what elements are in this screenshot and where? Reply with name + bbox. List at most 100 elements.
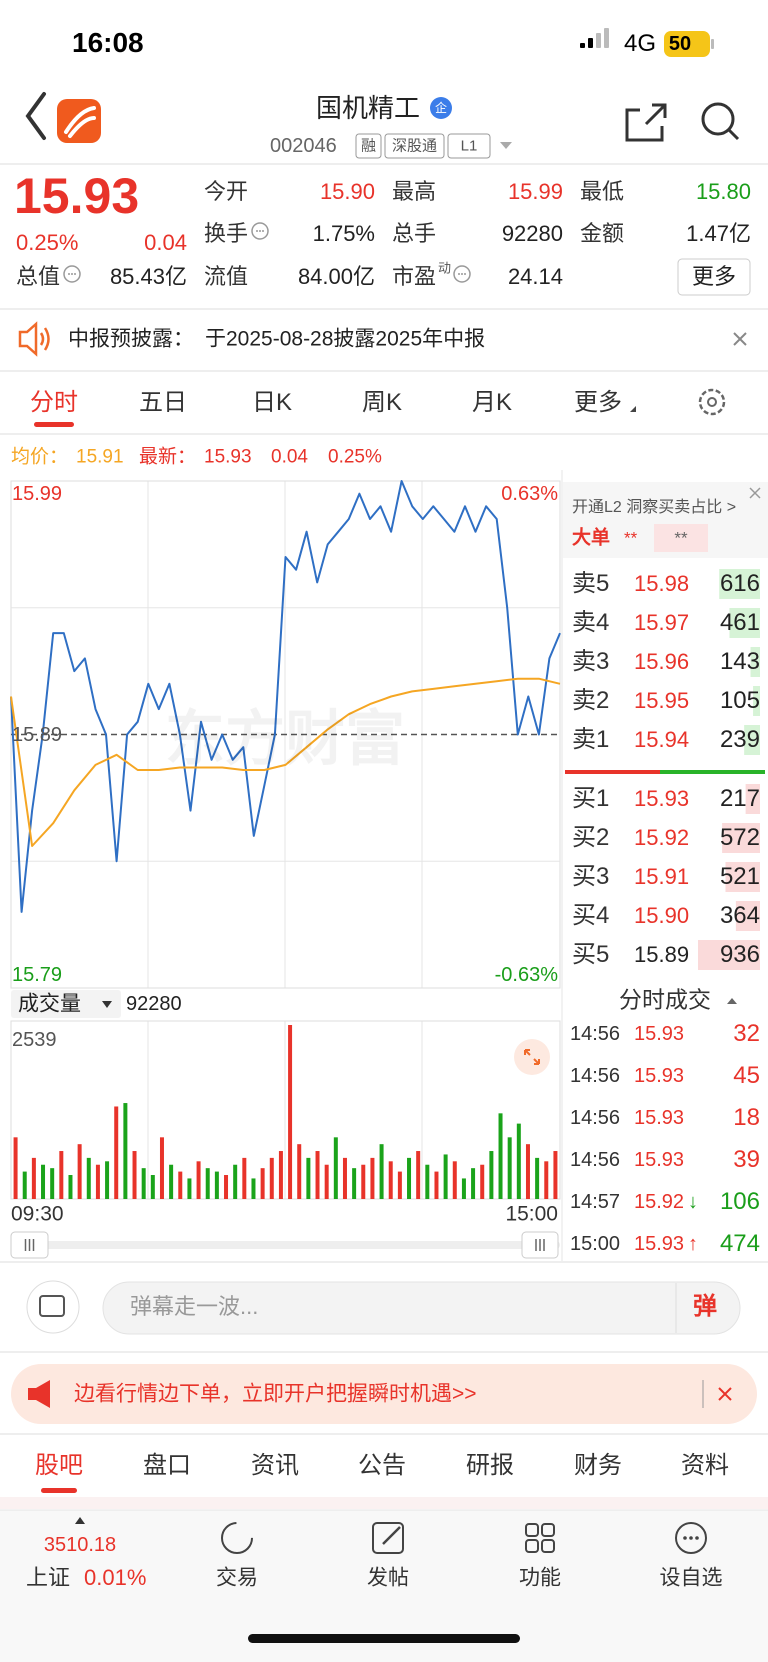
ad-text[interactable]: 边看行情边下单，立即开户把握瞬时机遇>> (74, 1382, 477, 1406)
book-level: 买3 (572, 863, 610, 890)
volume-bar (233, 1164, 238, 1199)
field-label: 总手 (392, 221, 437, 246)
volume-bar (416, 1151, 421, 1199)
book-price: 15.90 (634, 903, 690, 928)
last-change-pct: 0.25% (328, 446, 382, 468)
more-button[interactable] (677, 258, 751, 296)
watermark: 东方财富 (165, 705, 405, 773)
section-tab[interactable]: 盘口 (143, 1452, 191, 1479)
chart-tab[interactable]: 分时 (30, 389, 78, 416)
field-value: 15.99 (507, 179, 563, 204)
trade-price: 15.92 (634, 1191, 685, 1213)
chart-tab[interactable]: 更多 (574, 389, 622, 416)
book-level: 买2 (572, 824, 610, 851)
section-tab[interactable]: 财务 (574, 1452, 622, 1479)
more-button-label[interactable]: 更多 (691, 264, 737, 289)
big-order-value: ** (624, 528, 638, 548)
trade-price: 15.93 (634, 1065, 685, 1087)
volume-bar (342, 1157, 347, 1199)
notice-close[interactable] (733, 332, 747, 346)
tag-box (447, 133, 491, 159)
comment-input[interactable] (102, 1281, 741, 1335)
danmaku-button[interactable]: 弹 (693, 1293, 717, 1320)
back-button[interactable] (25, 92, 46, 140)
trade-price: 15.93 (634, 1149, 685, 1171)
chart-tab[interactable]: 五日 (139, 389, 187, 416)
volume-dropdown (102, 1001, 112, 1008)
l2-promo[interactable]: 开通L2 洞察买卖占比 > (572, 499, 737, 516)
expand-button[interactable] (514, 1039, 550, 1075)
nav-item[interactable]: 功能 (519, 1566, 561, 1590)
chart-tab[interactable]: 月K (471, 389, 513, 416)
depth-bar (750, 647, 760, 677)
volume-bar (187, 1178, 192, 1199)
field-label: 换手 (204, 221, 249, 246)
info-dot (71, 273, 73, 275)
chart-tab[interactable]: 日K (251, 389, 293, 416)
section-tab[interactable]: 公告 (358, 1452, 406, 1479)
chart-tab[interactable]: 周K (361, 389, 403, 416)
settings-icon[interactable] (698, 388, 726, 416)
nav-icon (525, 1539, 539, 1553)
speaker-icon (18, 321, 50, 357)
nav-icon-dot (683, 1536, 687, 1540)
volume-bar (278, 1151, 283, 1199)
ad-close[interactable] (718, 1387, 732, 1401)
comment-icon-button[interactable] (26, 1280, 80, 1334)
info-icon (251, 222, 269, 240)
info-dot (461, 273, 463, 275)
volume-bar (31, 1157, 36, 1199)
volume-bar (242, 1157, 247, 1199)
volume-bar (407, 1157, 412, 1199)
volume-bar (68, 1175, 73, 1199)
volume-bar (461, 1178, 466, 1199)
trade-price: 15.93 (634, 1233, 685, 1255)
nav-item[interactable]: 发帖 (367, 1566, 409, 1590)
search-handle (727, 128, 740, 141)
trade-time: 14:56 (570, 1065, 621, 1087)
promo-close[interactable] (749, 487, 761, 499)
field-label: 金额 (580, 221, 625, 246)
volume-label[interactable]: 成交量 (18, 992, 81, 1016)
book-level: 买1 (572, 785, 610, 812)
section-tab[interactable]: 资讯 (251, 1452, 299, 1479)
section-tab[interactable]: 股吧 (35, 1452, 83, 1479)
book-volume: 936 (719, 941, 760, 968)
nav-icon (541, 1523, 555, 1537)
depth-bar (735, 901, 760, 931)
dropdown-arrow (500, 142, 512, 149)
trade-time: 14:56 (570, 1023, 621, 1045)
field-value: 15.90 (319, 179, 375, 204)
status-time: 16:08 (72, 27, 144, 58)
volume-bar (434, 1171, 439, 1199)
info-dot (256, 230, 258, 232)
trade-price: 15.93 (634, 1107, 685, 1129)
book-price: 15.98 (634, 571, 690, 596)
signal-bar (580, 43, 585, 48)
section-tab[interactable]: 研报 (466, 1452, 514, 1479)
volume-bar (471, 1168, 476, 1199)
nav-item[interactable]: 设自选 (659, 1566, 723, 1590)
depth-bar (719, 569, 760, 599)
volume-bar (361, 1164, 366, 1199)
section-tab[interactable]: 资料 (681, 1452, 729, 1479)
last-change: 0.04 (271, 446, 308, 468)
nav-item[interactable]: 交易 (216, 1566, 258, 1590)
book-level: 卖4 (572, 609, 610, 636)
ad-banner[interactable] (11, 1364, 757, 1424)
index-value: 3510.18 (43, 1534, 117, 1556)
home-indicator (248, 1634, 520, 1643)
book-volume: 364 (719, 902, 760, 929)
big-order-label: 大单 (572, 527, 611, 549)
y-tick-label: 15.89 (12, 723, 63, 746)
comment-placeholder: 弹幕走一波... (130, 1294, 259, 1319)
volume-header-box[interactable] (11, 990, 121, 1018)
trade-volume: 18 (733, 1104, 760, 1131)
signal-bar (596, 33, 601, 48)
volume-bar (507, 1137, 512, 1199)
volume-bar (452, 1161, 457, 1199)
share-icon[interactable] (625, 103, 667, 142)
search-icon[interactable] (701, 102, 735, 136)
comment-icon (39, 1295, 65, 1317)
